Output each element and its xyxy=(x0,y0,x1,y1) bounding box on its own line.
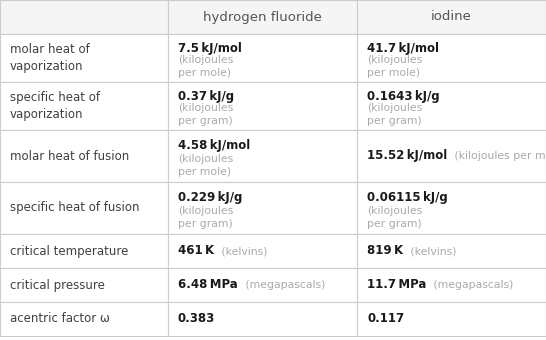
Text: molar heat of fusion: molar heat of fusion xyxy=(10,150,129,163)
Bar xyxy=(0,82,168,130)
Bar xyxy=(0,0,168,34)
Text: (kilojoules
per gram): (kilojoules per gram) xyxy=(367,103,422,126)
Bar xyxy=(168,82,357,130)
Text: 15.52 kJ/mol: 15.52 kJ/mol xyxy=(367,150,447,163)
Bar xyxy=(357,34,546,82)
Text: 11.7 MPa: 11.7 MPa xyxy=(367,278,426,291)
Bar xyxy=(168,0,357,34)
Text: 0.37 kJ/g: 0.37 kJ/g xyxy=(178,90,234,103)
Bar xyxy=(0,34,168,82)
Bar xyxy=(357,268,546,302)
Text: 0.1643 kJ/g: 0.1643 kJ/g xyxy=(367,90,440,103)
Bar xyxy=(168,302,357,336)
Text: (kilojoules
per mole): (kilojoules per mole) xyxy=(178,154,233,176)
Text: specific heat of fusion: specific heat of fusion xyxy=(10,202,139,215)
Text: critical pressure: critical pressure xyxy=(10,278,105,291)
Bar xyxy=(0,302,168,336)
Bar xyxy=(357,234,546,268)
Bar xyxy=(168,182,357,234)
Bar xyxy=(0,130,168,182)
Text: specific heat of
vaporization: specific heat of vaporization xyxy=(10,91,100,121)
Text: 0.06115 kJ/g: 0.06115 kJ/g xyxy=(367,191,448,204)
Text: iodine: iodine xyxy=(431,11,472,23)
Bar xyxy=(357,0,546,34)
Text: 0.117: 0.117 xyxy=(367,312,404,325)
Bar xyxy=(357,130,546,182)
Bar xyxy=(168,34,357,82)
Text: (megapascals): (megapascals) xyxy=(242,280,325,290)
Bar xyxy=(357,182,546,234)
Text: acentric factor ω: acentric factor ω xyxy=(10,312,110,325)
Text: 4.58 kJ/mol: 4.58 kJ/mol xyxy=(178,139,250,152)
Bar xyxy=(357,82,546,130)
Text: 0.229 kJ/g: 0.229 kJ/g xyxy=(178,191,242,204)
Bar xyxy=(0,268,168,302)
Text: molar heat of
vaporization: molar heat of vaporization xyxy=(10,43,90,73)
Text: 0.383: 0.383 xyxy=(178,312,215,325)
Text: (kilojoules
per gram): (kilojoules per gram) xyxy=(178,103,233,126)
Text: (kilojoules
per gram): (kilojoules per gram) xyxy=(367,206,422,228)
Text: 461 K: 461 K xyxy=(178,244,214,257)
Bar xyxy=(168,130,357,182)
Bar xyxy=(0,182,168,234)
Text: (kilojoules
per mole): (kilojoules per mole) xyxy=(367,55,422,78)
Text: (kilojoules per mole): (kilojoules per mole) xyxy=(451,151,546,161)
Text: 6.48 MPa: 6.48 MPa xyxy=(178,278,238,291)
Bar xyxy=(357,302,546,336)
Bar xyxy=(168,234,357,268)
Text: critical temperature: critical temperature xyxy=(10,244,128,257)
Text: (kelvins): (kelvins) xyxy=(218,246,268,256)
Text: (kilojoules
per mole): (kilojoules per mole) xyxy=(178,55,233,78)
Text: 7.5 kJ/mol: 7.5 kJ/mol xyxy=(178,42,242,55)
Text: 819 K: 819 K xyxy=(367,244,403,257)
Text: 41.7 kJ/mol: 41.7 kJ/mol xyxy=(367,42,439,55)
Text: (kelvins): (kelvins) xyxy=(407,246,456,256)
Bar xyxy=(168,268,357,302)
Text: hydrogen fluoride: hydrogen fluoride xyxy=(203,11,322,23)
Text: (kilojoules
per gram): (kilojoules per gram) xyxy=(178,206,233,228)
Bar xyxy=(0,234,168,268)
Text: (megapascals): (megapascals) xyxy=(430,280,514,290)
